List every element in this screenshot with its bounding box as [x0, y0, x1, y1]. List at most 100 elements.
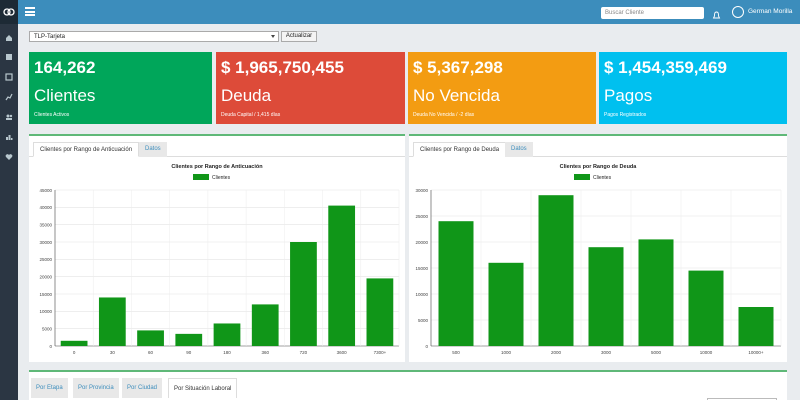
nav-heart-icon[interactable] — [4, 152, 14, 162]
sidebar — [0, 0, 18, 400]
y-tick-label: 10000 — [39, 309, 52, 314]
x-tick-label: 10000+ — [748, 350, 764, 355]
y-tick-label: 25000 — [39, 257, 52, 262]
bar — [60, 340, 88, 346]
stat-value: 164,262 — [34, 58, 96, 77]
nav-dashboard-icon[interactable] — [4, 52, 14, 62]
bar — [588, 247, 624, 346]
x-tick-label: 500 — [452, 350, 460, 355]
bar — [488, 262, 524, 346]
debt-bar-chart: Clientes por Rango de Deuda Clientes 0 5000… — [415, 164, 782, 355]
y-tick-label: 20000 — [415, 240, 428, 245]
stat-label: No Vencida — [413, 86, 500, 105]
stat-box-debt: $ 1,965,750,455 Deuda Deuda Capital / 1,… — [216, 52, 405, 124]
y-tick-label: 35000 — [39, 222, 52, 227]
x-tick-label: 5000 — [651, 350, 662, 355]
bar — [328, 205, 356, 346]
stat-label: Clientes — [34, 86, 96, 105]
x-tick-label: 7300+ — [374, 350, 387, 355]
tab-by-city[interactable]: Por Ciudad — [122, 378, 163, 398]
y-tick-label: 0 — [49, 344, 52, 349]
legend-swatch — [574, 174, 590, 180]
x-tick-label: 0 — [73, 350, 76, 355]
logo-icon — [3, 8, 15, 16]
tab-chart[interactable]: Clientes por Rango de Deuda — [413, 142, 507, 157]
top-header: Buscar Cliente German Morilla — [18, 0, 800, 24]
x-tick-label: 720 — [300, 350, 308, 355]
stat-sub: Pagos Registrados — [604, 112, 647, 118]
nav-chart-icon[interactable] — [4, 92, 14, 102]
aging-bar-chart: Clientes por Rango de Anticuación Cliente… — [39, 164, 400, 355]
bar — [366, 278, 394, 346]
y-tick-label: 0 — [425, 344, 428, 349]
y-tick-label: 30000 — [415, 188, 428, 193]
panel-tabs: Clientes por Rango de Anticuación Datos — [29, 140, 405, 157]
menu-toggle-icon[interactable] — [25, 7, 35, 16]
bar — [738, 307, 774, 346]
bar — [438, 221, 474, 346]
x-tick-label: 60 — [148, 350, 154, 355]
chevron-down-icon — [271, 35, 275, 38]
bar — [175, 333, 203, 346]
y-tick-label: 30000 — [39, 240, 52, 245]
stat-box-payments: $ 1,454,359,469 Pagos Pagos Registrados — [599, 52, 787, 124]
bell-icon[interactable] — [712, 7, 722, 19]
bar — [688, 270, 724, 346]
chart-title: Clientes por Rango de Anticuación — [171, 164, 263, 170]
y-tick-label: 5000 — [418, 318, 429, 323]
stat-sub: Deuda Capital / 1,415 días — [221, 112, 281, 118]
y-tick-label: 15000 — [39, 292, 52, 297]
grid-icon[interactable] — [694, 7, 704, 19]
bar — [137, 330, 164, 346]
stat-label: Pagos — [604, 86, 653, 105]
bar — [251, 304, 279, 346]
bar — [290, 242, 317, 346]
tab-chart[interactable]: Clientes por Rango de Anticuación — [33, 142, 140, 157]
bar — [638, 239, 674, 346]
y-tick-label: 20000 — [39, 274, 52, 279]
user-name[interactable]: German Morilla — [748, 8, 793, 15]
y-tick-label: 45000 — [39, 188, 52, 193]
x-tick-label: 2000 — [551, 350, 562, 355]
stat-sub: Deuda No Vencida / -2 días — [413, 112, 475, 118]
x-tick-label: 3000 — [601, 350, 612, 355]
y-tick-label: 10000 — [415, 292, 428, 297]
tab-data[interactable]: Datos — [139, 142, 167, 157]
x-tick-label: 180 — [223, 350, 231, 355]
stat-box-clients: 164,262 Clientes Clientes Activos — [29, 52, 212, 124]
x-tick-label: 10000 — [700, 350, 713, 355]
nav-list-icon[interactable] — [4, 72, 14, 82]
tab-by-province[interactable]: Por Provincia — [73, 378, 119, 398]
bar — [538, 195, 574, 346]
app-logo[interactable] — [0, 0, 18, 24]
tab-by-stage[interactable]: Por Etapa — [31, 378, 68, 398]
panel-debt-chart: Clientes por Rango de Deuda Datos Client… — [409, 134, 787, 362]
stat-value: $ 5,367,298 — [413, 58, 503, 77]
stat-sub: Clientes Activos — [34, 112, 70, 118]
stat-value: $ 1,965,750,455 — [221, 58, 344, 77]
x-tick-label: 360 — [261, 350, 269, 355]
y-tick-label: 25000 — [415, 214, 428, 219]
stat-label: Deuda — [221, 86, 272, 105]
update-button[interactable]: Actualizar — [281, 31, 317, 42]
search-input[interactable]: Buscar Cliente — [601, 7, 704, 19]
panel-aging-chart: Clientes por Rango de Anticuación Datos … — [29, 134, 405, 362]
portfolio-select-value: TLP-Tarjeta — [34, 34, 66, 40]
nav-home-icon[interactable] — [4, 33, 14, 43]
bottom-right-control[interactable] — [707, 398, 777, 400]
x-tick-label: 1000 — [501, 350, 512, 355]
nav-users-icon[interactable] — [4, 112, 14, 122]
stat-value: $ 1,454,359,469 — [604, 58, 727, 77]
y-tick-label: 5000 — [42, 326, 53, 331]
legend-swatch — [193, 174, 209, 180]
chart-title: Clientes por Rango de Deuda — [560, 164, 638, 170]
tab-by-employment[interactable]: Por Situación Laboral — [168, 378, 238, 398]
legend-label: Clientes — [212, 175, 231, 181]
stat-box-not-due: $ 5,367,298 No Vencida Deuda No Vencida … — [408, 52, 596, 124]
nav-reports-icon[interactable] — [4, 132, 14, 142]
x-tick-label: 90 — [186, 350, 192, 355]
portfolio-select[interactable]: TLP-Tarjeta — [29, 31, 279, 42]
panel-tabs: Clientes por Rango de Deuda Datos — [409, 140, 787, 157]
tab-data[interactable]: Datos — [505, 142, 533, 157]
user-avatar-icon[interactable] — [732, 6, 744, 18]
